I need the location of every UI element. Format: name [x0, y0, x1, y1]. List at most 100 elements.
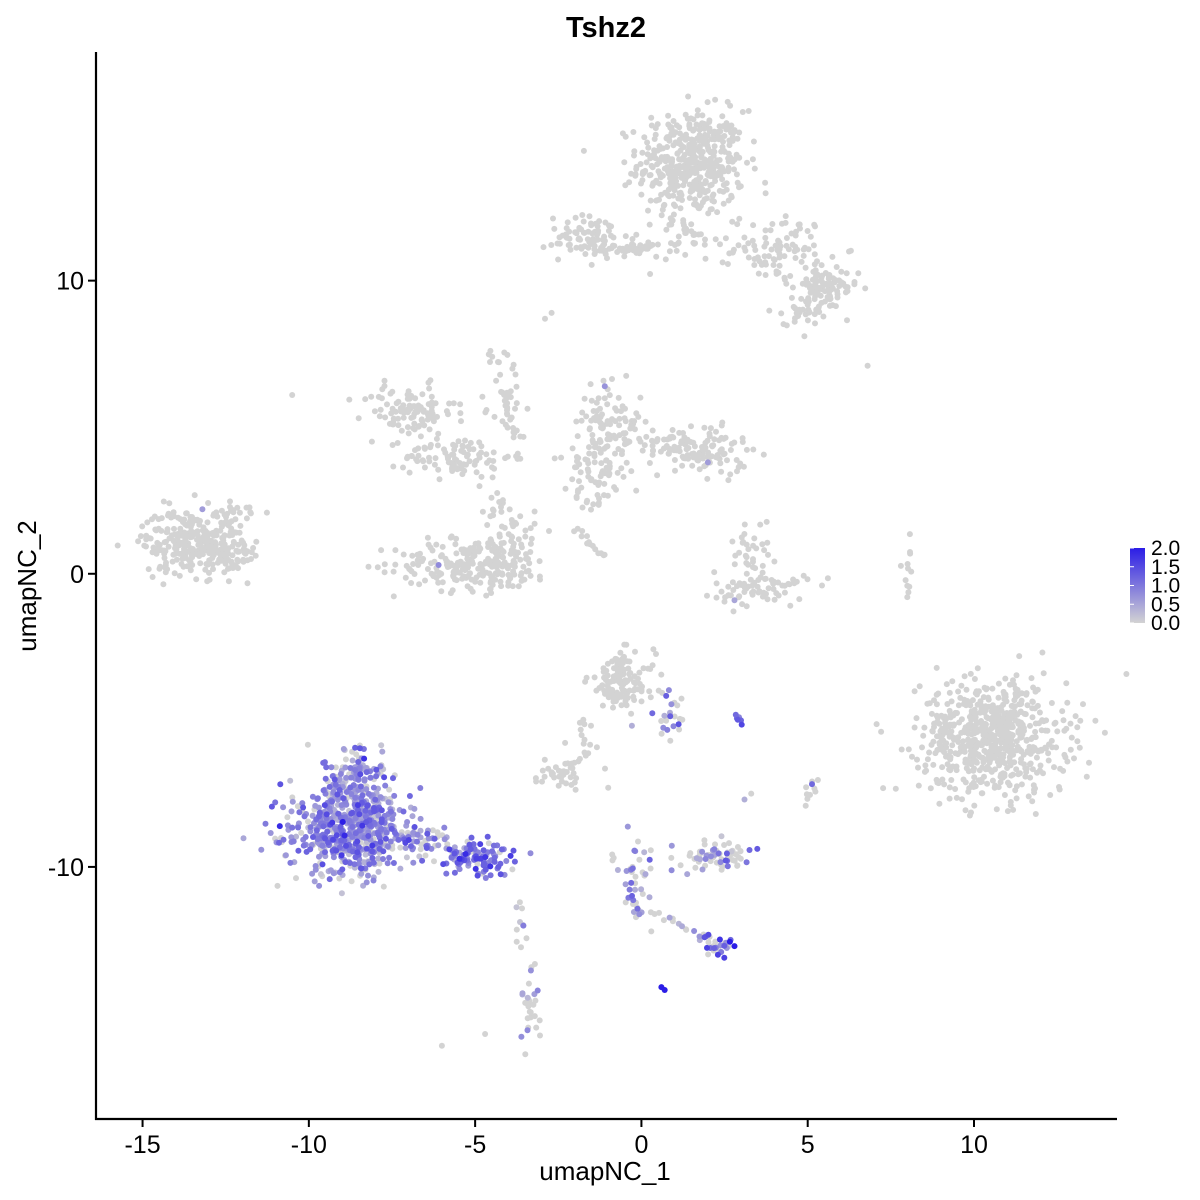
cell-point: [183, 510, 190, 517]
cell-point: [645, 665, 651, 672]
cell-point: [589, 432, 596, 438]
cell-point: [511, 858, 518, 865]
cell-point: [919, 744, 925, 751]
cell-point: [814, 284, 821, 291]
cell-point: [718, 468, 725, 475]
cell-point: [240, 835, 247, 842]
cell-point: [520, 922, 527, 929]
cell-point: [381, 774, 388, 781]
cell-point: [427, 441, 434, 448]
cell-point: [170, 509, 177, 516]
cell-point: [410, 561, 417, 567]
cell-point: [690, 184, 697, 191]
cell-point: [618, 465, 625, 472]
cell-point: [931, 697, 937, 704]
cell-point: [524, 994, 531, 1001]
cell-point: [206, 546, 213, 553]
cell-point: [1014, 686, 1021, 693]
cell-point: [380, 848, 387, 855]
cell-point: [898, 746, 905, 753]
cell-point: [782, 219, 789, 226]
cell-point: [460, 449, 467, 456]
cell-point: [722, 857, 729, 864]
cell-point: [642, 418, 649, 425]
cell-point: [539, 778, 545, 785]
cell-point: [584, 533, 590, 540]
cell-point: [712, 841, 718, 848]
cell-point: [370, 859, 377, 866]
cell-point: [199, 551, 206, 558]
cell-point: [487, 863, 494, 870]
cell-point: [1054, 728, 1061, 735]
cell-point: [424, 830, 431, 837]
cell-point: [806, 309, 813, 316]
cell-point: [892, 785, 899, 792]
cell-point: [678, 695, 685, 702]
cell-point: [393, 400, 400, 407]
cell-point: [339, 818, 346, 825]
cell-point: [206, 576, 213, 583]
cell-point: [686, 195, 693, 201]
cell-point: [188, 528, 194, 535]
cell-point: [749, 589, 755, 596]
cell-point: [392, 830, 398, 836]
cell-point: [478, 443, 485, 450]
cell-point: [450, 441, 457, 448]
cell-point: [382, 782, 389, 789]
cell-point: [583, 413, 590, 420]
cell-point: [272, 799, 279, 806]
cell-point: [404, 819, 411, 825]
cell-point: [228, 507, 234, 514]
cell-point: [426, 385, 433, 392]
cell-point: [428, 570, 435, 577]
cell-point: [789, 284, 796, 291]
cell-point: [390, 568, 397, 575]
cell-point: [1033, 754, 1040, 761]
cell-point: [387, 838, 394, 845]
cell-point: [855, 270, 862, 277]
cell-point: [390, 593, 397, 600]
cell-point: [540, 244, 547, 251]
cell-point: [316, 809, 323, 816]
cell-point: [811, 296, 818, 303]
cell-point: [370, 805, 377, 811]
cell-point: [658, 212, 665, 219]
cell-point: [1074, 738, 1081, 745]
cell-point: [465, 443, 472, 450]
cell-point: [203, 561, 210, 567]
cell-point: [1010, 677, 1016, 684]
cell-point: [788, 230, 795, 237]
cell-point: [591, 453, 598, 460]
cell-point: [489, 506, 496, 513]
cell-point: [627, 675, 634, 682]
cell-point: [384, 860, 391, 867]
cell-point: [906, 583, 913, 590]
cell-point: [435, 579, 442, 586]
cell-point: [277, 781, 284, 788]
cell-point: [335, 810, 342, 817]
cell-point: [574, 489, 581, 496]
cell-point: [144, 519, 151, 526]
cell-point: [953, 767, 960, 774]
cell-point: [633, 166, 640, 172]
cell-point: [968, 731, 975, 738]
cell-point: [1049, 744, 1056, 751]
cell-point: [302, 834, 309, 840]
cell-point: [961, 748, 968, 755]
cell-point: [791, 580, 798, 587]
cell-point: [518, 541, 525, 548]
cell-point: [400, 808, 407, 815]
cell-point: [580, 147, 587, 154]
cell-point: [720, 435, 727, 442]
cell-point: [444, 558, 451, 565]
cell-point: [654, 197, 661, 204]
cell-point: [703, 195, 710, 202]
cell-point: [721, 842, 728, 848]
cell-point: [697, 231, 704, 238]
cell-point: [435, 842, 442, 849]
cell-point: [182, 521, 189, 528]
cell-point: [590, 501, 597, 508]
cell-point: [997, 725, 1004, 732]
cell-point: [968, 809, 974, 816]
cell-point: [326, 876, 333, 883]
